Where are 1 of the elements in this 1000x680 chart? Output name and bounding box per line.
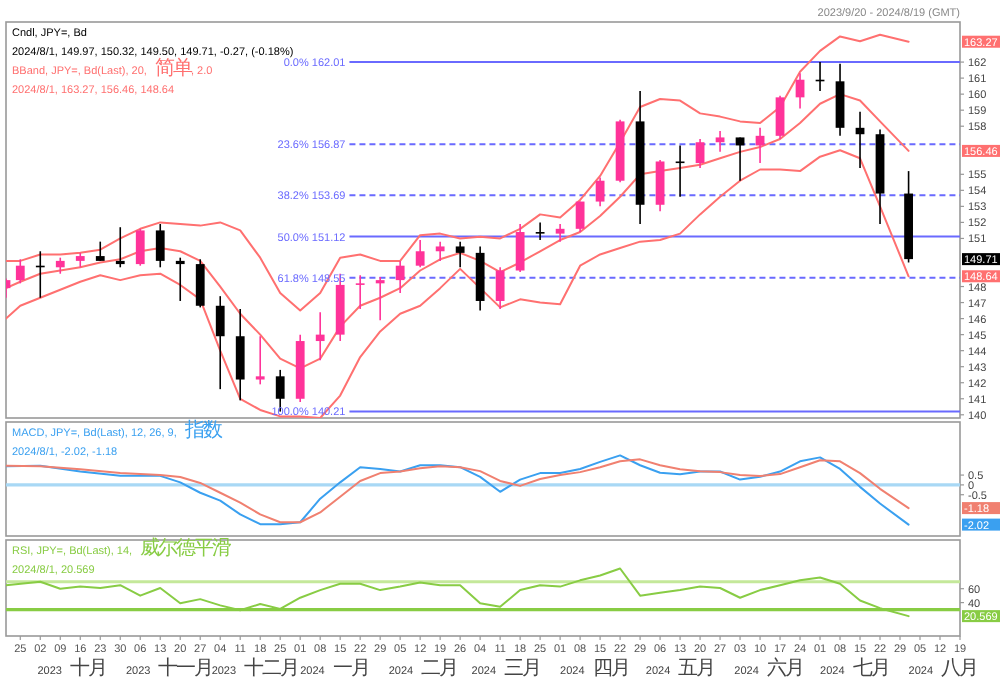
line-series: [6, 149, 910, 418]
